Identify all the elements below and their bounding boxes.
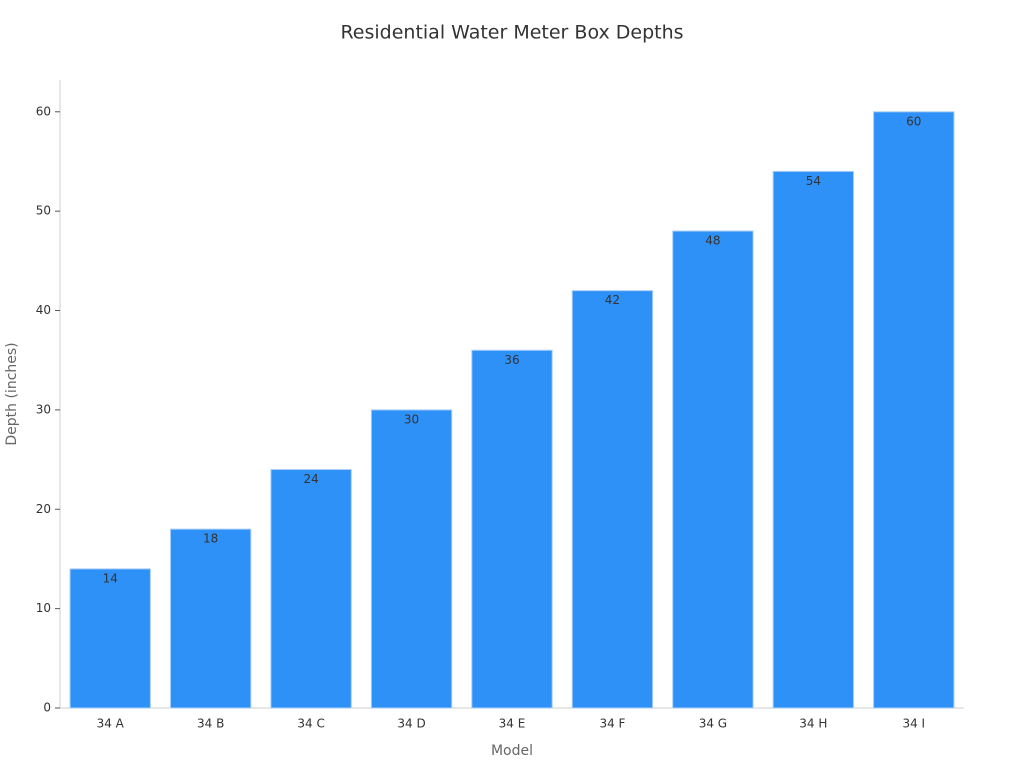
y-tick-label: 0 (43, 701, 51, 715)
value-label: 36 (504, 353, 519, 367)
bar (169, 528, 252, 709)
x-tick-label: 34 A (97, 717, 125, 731)
value-label: 18 (203, 532, 218, 546)
bar (270, 469, 352, 709)
value-label: 24 (303, 472, 318, 486)
x-tick-label: 34 H (799, 717, 827, 731)
bar (571, 290, 654, 709)
y-axis-title: Depth (inches) (4, 342, 20, 445)
bar (672, 230, 754, 709)
y-tick-label: 40 (36, 303, 51, 317)
x-tick-label: 34 C (297, 717, 324, 731)
value-label: 30 (404, 412, 419, 426)
y-tick-label: 10 (36, 601, 51, 615)
y-tick-label: 20 (36, 502, 51, 516)
bar (370, 409, 453, 709)
x-tick-label: 34 B (197, 717, 224, 731)
bar (873, 111, 955, 709)
bar (471, 349, 553, 709)
y-tick-label: 60 (36, 104, 51, 118)
x-tick-label: 34 I (902, 717, 925, 731)
value-label: 54 (806, 174, 821, 188)
x-axis-title: Model (491, 743, 533, 759)
value-label: 14 (103, 571, 118, 585)
bar (772, 170, 855, 709)
x-tick-label: 34 E (499, 717, 526, 731)
bar (69, 568, 151, 709)
x-tick-label: 34 G (699, 717, 727, 731)
value-label: 42 (605, 293, 620, 307)
value-label: 48 (705, 234, 720, 248)
x-tick-label: 34 F (599, 717, 625, 731)
x-tick-label: 34 D (397, 717, 425, 731)
value-label: 60 (906, 114, 921, 128)
y-tick-label: 50 (36, 204, 51, 218)
chart-title: Residential Water Meter Box Depths (340, 22, 683, 44)
y-tick-label: 30 (36, 402, 51, 416)
